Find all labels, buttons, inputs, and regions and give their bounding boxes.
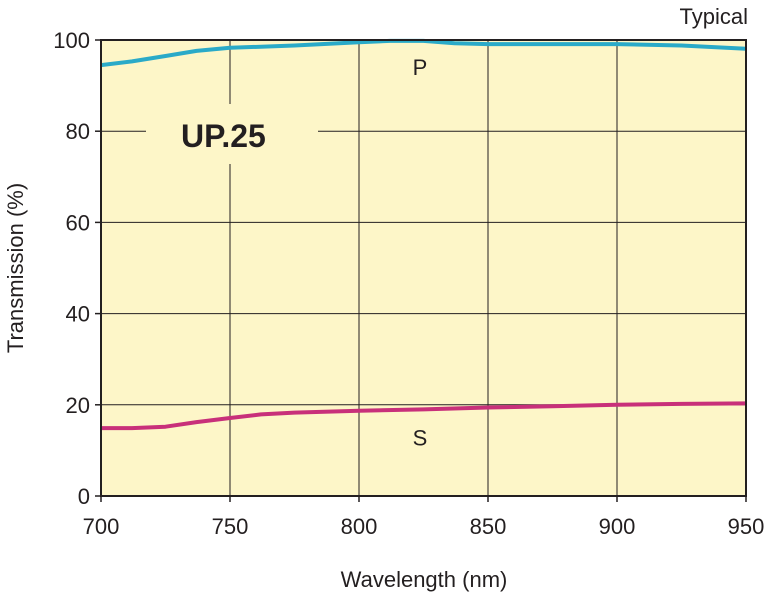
x-tick-label: 800 bbox=[341, 514, 378, 539]
series-label-s: S bbox=[413, 425, 428, 450]
x-tick-label: 950 bbox=[728, 514, 765, 539]
series-line-s bbox=[101, 401, 747, 431]
product-label-background bbox=[146, 104, 318, 164]
x-tick-label: 700 bbox=[83, 514, 120, 539]
x-tick-label: 750 bbox=[212, 514, 249, 539]
y-tick-label: 100 bbox=[53, 28, 90, 53]
y-tick-label: 20 bbox=[66, 393, 90, 418]
product-label: UP.25 bbox=[146, 104, 318, 164]
x-tick-label: 900 bbox=[599, 514, 636, 539]
y-tick-label: 80 bbox=[66, 119, 90, 144]
x-tick-labels: 700 750 800 850 900 950 bbox=[83, 514, 765, 539]
series-labels: PS bbox=[413, 55, 428, 450]
y-axis-title: Transmission (%) bbox=[3, 183, 28, 353]
chart-title: UP.25 bbox=[181, 118, 266, 154]
plot-frame bbox=[100, 39, 747, 497]
typical-note: Typical bbox=[680, 4, 748, 29]
series-label-p: P bbox=[413, 55, 428, 80]
y-tick-label: 40 bbox=[66, 302, 90, 327]
x-axis-title: Wavelength (nm) bbox=[341, 567, 508, 592]
y-tick-label: 0 bbox=[78, 484, 90, 509]
y-tick-label: 60 bbox=[66, 210, 90, 235]
x-tick-label: 850 bbox=[470, 514, 507, 539]
y-tick-labels: 0 20 40 60 80 100 bbox=[53, 28, 90, 509]
